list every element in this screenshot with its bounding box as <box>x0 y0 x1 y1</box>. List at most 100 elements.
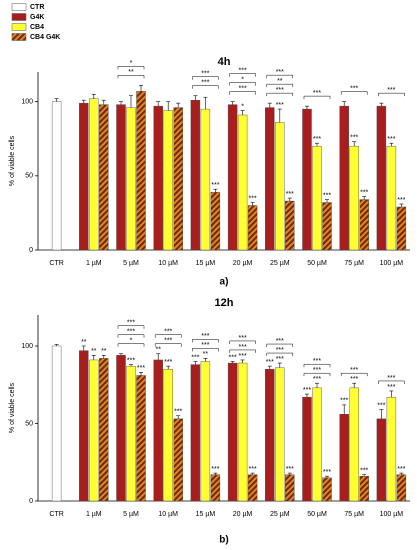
bracket-label: *** <box>276 69 284 76</box>
bracket-label: *** <box>313 90 321 97</box>
bracket <box>229 73 256 77</box>
bracket-label: *** <box>239 68 247 75</box>
bar <box>237 362 248 502</box>
bracket-label: *** <box>201 342 209 349</box>
bar <box>51 345 62 502</box>
bracket-label: *** <box>164 329 172 336</box>
x-tick-label: 15 µM <box>196 260 216 267</box>
x-tick-label: 75 µM <box>344 260 364 267</box>
bar <box>285 200 295 251</box>
bar <box>89 359 99 502</box>
significance: *** <box>387 136 395 143</box>
bracket <box>117 75 145 79</box>
bar <box>386 396 397 502</box>
legend-swatch <box>11 13 27 21</box>
significance: *** <box>350 135 358 142</box>
bracket <box>303 363 331 368</box>
significance: *** <box>340 398 348 405</box>
significance: *** <box>286 191 294 198</box>
bar <box>89 98 99 251</box>
x-tick-label: 50 µM <box>307 511 327 518</box>
significance: *** <box>313 376 321 383</box>
bar <box>200 108 211 251</box>
y-axis-title: % of viable cells <box>9 382 16 433</box>
bar <box>359 476 369 502</box>
bar <box>163 369 173 502</box>
bar <box>79 350 89 502</box>
bracket <box>192 339 219 343</box>
bar <box>275 122 285 251</box>
bracket-label: *** <box>164 338 172 345</box>
x-tick-label: 20 µM <box>233 511 253 518</box>
bracket <box>266 352 294 357</box>
x-tick-label: 100 µM <box>380 511 404 518</box>
bracket <box>229 340 256 344</box>
bracket <box>192 85 219 89</box>
bracket <box>266 83 294 88</box>
bracket-label: * <box>130 60 133 67</box>
bracket <box>340 91 368 95</box>
significance: *** <box>303 387 311 394</box>
bracket <box>378 92 405 97</box>
legend-swatch <box>11 33 27 41</box>
bracket <box>378 380 405 384</box>
bar <box>136 91 146 251</box>
bar <box>376 105 387 251</box>
bar <box>312 145 322 251</box>
bracket <box>340 372 368 377</box>
bracket <box>303 95 331 100</box>
significance: *** <box>360 189 368 196</box>
bracket-label: *** <box>239 335 247 342</box>
significance: *** <box>276 102 284 109</box>
bracket-label: *** <box>276 338 284 345</box>
significance: *** <box>249 466 257 473</box>
legend-label: CB4 G4K <box>30 34 60 41</box>
x-tick-label: 25 µM <box>270 511 290 518</box>
bar <box>275 367 285 502</box>
bar <box>190 99 201 251</box>
significance: ** <box>203 351 209 358</box>
x-tick-label: CTR <box>49 511 63 518</box>
legend-swatch <box>11 3 27 11</box>
significance: ** <box>81 339 87 346</box>
significance: *** <box>276 356 284 363</box>
bar <box>339 414 349 502</box>
bracket-label: ** <box>128 69 134 76</box>
bracket <box>229 82 256 86</box>
bracket-label: *** <box>276 87 284 94</box>
bar <box>210 191 221 251</box>
bracket <box>266 343 294 348</box>
bracket <box>266 92 294 97</box>
bracket-label: *** <box>127 329 135 336</box>
bar <box>210 474 221 502</box>
y-tick-label: 0 <box>29 247 33 254</box>
x-tick-label: 10 µM <box>158 260 178 267</box>
bar <box>190 364 201 502</box>
bar <box>376 418 387 502</box>
significance: *** <box>360 467 368 474</box>
bar <box>126 365 136 502</box>
bar <box>312 387 322 502</box>
bracket-label: *** <box>201 333 209 340</box>
bracket <box>117 325 145 329</box>
bar <box>51 101 62 251</box>
bar <box>322 202 332 251</box>
bracket-label: *** <box>127 320 135 327</box>
y-tick-label: 100 <box>21 99 33 106</box>
bar <box>227 362 238 502</box>
bracket-label: *** <box>201 80 209 87</box>
significance: *** <box>174 409 182 416</box>
significance: *** <box>387 384 395 391</box>
x-tick-label: 25 µM <box>270 260 290 267</box>
legend-label: G4K <box>30 14 44 21</box>
significance: * <box>241 103 244 110</box>
significance: *** <box>191 354 199 361</box>
bracket <box>117 66 145 70</box>
bracket <box>117 343 145 347</box>
y-axis-title: % of viable cells <box>9 135 16 186</box>
x-tick-label: 5 µM <box>123 511 139 518</box>
x-tick-label: CTR <box>49 260 63 267</box>
bar <box>237 114 248 251</box>
bar <box>339 105 349 251</box>
